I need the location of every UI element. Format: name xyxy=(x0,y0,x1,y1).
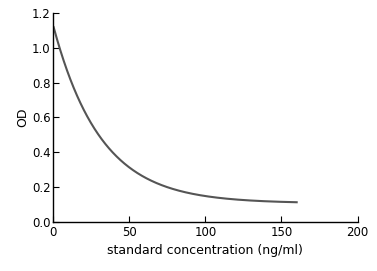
X-axis label: standard concentration (ng/ml): standard concentration (ng/ml) xyxy=(107,244,303,257)
Y-axis label: OD: OD xyxy=(16,108,29,127)
